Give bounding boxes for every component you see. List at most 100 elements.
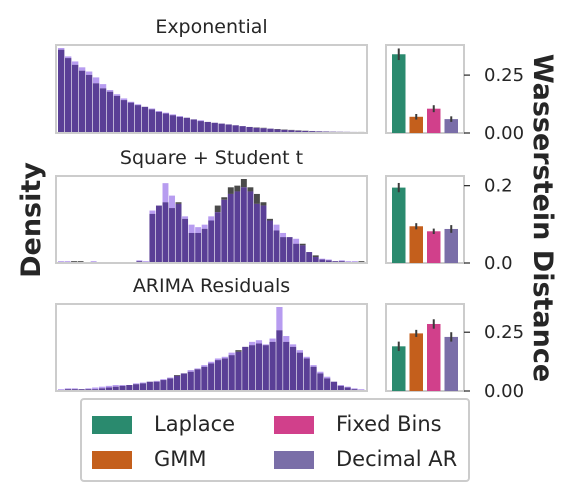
wd-bar-decimal-ar <box>444 336 458 391</box>
hist-bar <box>162 202 169 262</box>
hist-bar <box>139 383 147 390</box>
hist-bar <box>180 373 188 390</box>
left-y-label: Density <box>16 162 47 278</box>
hist-bar <box>283 341 290 390</box>
hist-frame-exponential <box>55 44 368 134</box>
hist-bar <box>228 355 235 390</box>
hist-bar <box>302 130 309 132</box>
hist-bar-top <box>319 258 326 260</box>
hist-bar <box>235 351 242 390</box>
hist-bar-top <box>58 261 64 262</box>
hist-bar-top <box>240 179 247 188</box>
hist-bar <box>126 385 133 390</box>
hist-bar-top <box>133 383 140 385</box>
hist-bar <box>309 131 316 132</box>
hist-bar <box>71 64 79 132</box>
hist-bar-top <box>201 365 208 367</box>
hist-bar <box>247 191 254 262</box>
hist-bar <box>227 193 234 262</box>
wd-ytick-label: 0.25 <box>484 322 524 343</box>
hist-bar <box>232 125 239 132</box>
hist-bar <box>312 257 319 262</box>
hist-bar-top <box>273 224 280 231</box>
hist-bar-top <box>235 350 242 352</box>
hist-bar <box>162 113 170 132</box>
legend-label-decimal-ar: Decimal AR <box>336 447 458 471</box>
hist-bar <box>306 252 313 262</box>
wasserstein-bars-square-student-t: 0.0 0.2 <box>385 175 513 274</box>
hist-bar <box>274 129 281 132</box>
hist-bar-top <box>142 261 149 262</box>
hist-bar-top <box>262 344 269 346</box>
hist-bar-top <box>139 382 147 384</box>
legend-swatch-gmm <box>92 451 132 469</box>
hist-bar-top <box>358 261 365 262</box>
hist-bar-top <box>120 98 128 101</box>
hist-bar <box>281 129 288 132</box>
hist-bar-top <box>234 185 241 192</box>
hist-bar-top <box>71 61 79 65</box>
hist-bar-top <box>167 377 174 379</box>
hist-bar <box>269 341 276 390</box>
hist-bar <box>316 131 323 132</box>
hist-bar-top <box>106 90 114 92</box>
hist-bar <box>295 130 302 132</box>
hist-bar-top <box>78 67 86 71</box>
hist-bar-top <box>253 193 260 204</box>
hist-bar <box>141 106 149 132</box>
hist-bar <box>253 203 260 262</box>
hist-bar <box>293 243 300 262</box>
hist-bar-top <box>214 358 222 361</box>
hist-bar <box>317 373 324 390</box>
hist-bar <box>260 128 267 132</box>
hist-bar <box>160 380 167 390</box>
wasserstein-bars-exponential: 0.00 0.25 <box>385 44 524 144</box>
hist-bar-top <box>112 385 119 387</box>
hist-bar <box>105 387 112 390</box>
hist-bar-top <box>71 261 77 262</box>
hist-bar <box>149 213 156 262</box>
hist-bar-top <box>208 361 215 364</box>
hist-bar <box>253 127 260 132</box>
hist-bar <box>153 381 160 390</box>
hist-bar <box>64 389 72 390</box>
hist-bar-top <box>173 375 181 376</box>
hist-bar-top <box>105 385 112 388</box>
hist-bar-top <box>344 386 351 388</box>
hist-bar <box>176 116 183 132</box>
hist-bar <box>260 205 267 262</box>
hist-bar-top <box>276 307 283 331</box>
legend: Laplace Fixed Bins GMM Decimal AR <box>80 398 470 482</box>
hist-bar-top <box>351 388 358 390</box>
hist-bar <box>239 126 246 132</box>
hist-bar <box>85 389 92 390</box>
hist-bar-top <box>197 120 204 122</box>
hist-bar <box>85 74 93 132</box>
hist-bar-top <box>113 94 121 96</box>
hist-bar <box>221 358 228 390</box>
hist-bar-top <box>92 387 99 390</box>
hist-bar-top <box>208 216 215 221</box>
hist-bar <box>325 260 332 262</box>
wd-ytick-label: 0.25 <box>484 65 524 86</box>
hist-bar <box>175 203 182 262</box>
hist-bar-top <box>310 365 317 367</box>
hist-bar-top <box>221 356 228 359</box>
hist-bar-top <box>247 187 254 192</box>
wd-ytick-label: 0.2 <box>484 176 513 197</box>
hist-bar-top <box>195 227 202 233</box>
hist-bar-top <box>162 183 169 203</box>
hist-bar-top <box>162 112 170 114</box>
wd-bar-gmm <box>409 116 423 133</box>
hist-bar <box>351 389 358 390</box>
hist-bar-top <box>169 195 175 209</box>
hist-bar-top <box>351 261 358 262</box>
hist-bar <box>262 345 269 390</box>
hist-bar <box>289 346 297 390</box>
hist-bar <box>218 123 225 132</box>
hist-bar-top <box>280 232 287 238</box>
hist-bar <box>133 384 140 390</box>
hist-bar <box>134 105 142 132</box>
hist-bar <box>276 330 283 390</box>
hist-bar-top <box>85 388 92 390</box>
